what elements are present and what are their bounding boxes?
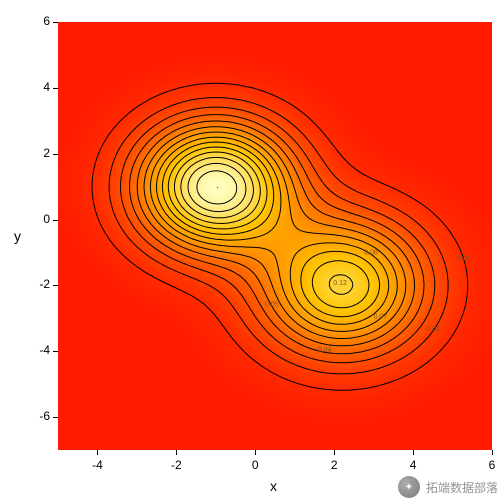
contour-label: 0.02 (426, 326, 440, 333)
contour-line (92, 83, 468, 390)
x-tick-mark (97, 450, 98, 455)
contour-label: 0.01 (457, 255, 471, 262)
x-tick-label: 4 (398, 458, 428, 472)
watermark-logo-icon: ✦ (398, 476, 420, 498)
contour-label: 0.07 (374, 314, 388, 321)
x-tick-label: 0 (240, 458, 270, 472)
x-tick-label: 2 (319, 458, 349, 472)
y-tick-mark (53, 154, 58, 155)
contour-line (181, 157, 254, 217)
contour-label: 0.05 (265, 301, 279, 308)
y-tick-label: -2 (24, 277, 50, 291)
y-tick-mark (53, 417, 58, 418)
y-tick-mark (53, 351, 58, 352)
x-tick-mark (176, 450, 177, 455)
y-tick-label: -4 (24, 343, 50, 357)
watermark: ✦ 拓端数据部落 (398, 476, 498, 498)
x-tick-label: -2 (161, 458, 191, 472)
x-tick-mark (334, 450, 335, 455)
y-tick-label: 6 (24, 14, 50, 28)
x-tick-mark (492, 450, 493, 455)
y-tick-mark (53, 285, 58, 286)
y-tick-mark (53, 22, 58, 23)
contour-overlay: 0.01 0.02 0.04 0.05 0.07 0.08 0.12 (58, 22, 492, 450)
contour-label: 0.08 (364, 249, 378, 256)
x-tick-label: 6 (477, 458, 504, 472)
figure-container: 0.01 0.02 0.04 0.05 0.07 0.08 0.12 -4 -2 0 2 4 6 -6 -… (0, 0, 504, 504)
y-tick-label: -6 (24, 409, 50, 423)
contour-line (197, 171, 237, 204)
y-tick-label: 0 (24, 212, 50, 226)
y-tick-label: 4 (24, 80, 50, 94)
x-axis-label: x (270, 478, 277, 494)
y-tick-mark (53, 220, 58, 221)
y-tick-label: 2 (24, 146, 50, 160)
contour-label: 0.04 (318, 347, 332, 354)
contour-line (174, 152, 352, 294)
y-tick-mark (53, 88, 58, 89)
x-tick-mark (255, 450, 256, 455)
contour-line (109, 98, 448, 374)
x-tick-label: -4 (82, 458, 112, 472)
y-axis-label: y (14, 228, 21, 244)
plot-area: 0.01 0.02 0.04 0.05 0.07 0.08 0.12 (58, 22, 492, 450)
x-tick-mark (413, 450, 414, 455)
watermark-text: 拓端数据部落 (426, 479, 498, 496)
contour-label: 0.12 (333, 280, 347, 287)
